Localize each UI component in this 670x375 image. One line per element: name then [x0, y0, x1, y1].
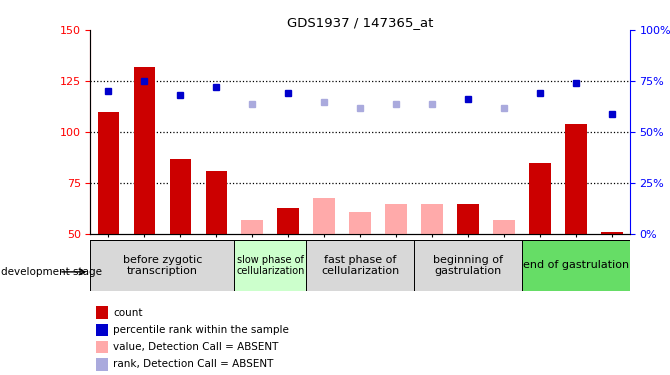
Text: before zygotic
transcription: before zygotic transcription	[123, 255, 202, 276]
Title: GDS1937 / 147365_at: GDS1937 / 147365_at	[287, 16, 433, 29]
Bar	[170, 159, 191, 234]
Bar	[206, 171, 227, 234]
Text: value, Detection Call = ABSENT: value, Detection Call = ABSENT	[113, 342, 278, 352]
Bar	[421, 204, 443, 234]
Bar	[565, 124, 587, 234]
Bar	[306, 240, 414, 291]
Text: count: count	[113, 308, 143, 318]
Bar	[96, 324, 108, 336]
Bar	[522, 240, 630, 291]
Bar	[601, 232, 622, 234]
Bar	[96, 358, 108, 370]
Bar	[457, 204, 479, 234]
Bar	[277, 208, 299, 234]
Bar	[96, 306, 108, 319]
Text: percentile rank within the sample: percentile rank within the sample	[113, 325, 289, 335]
Text: development stage: development stage	[1, 267, 103, 277]
Text: rank, Detection Call = ABSENT: rank, Detection Call = ABSENT	[113, 359, 273, 369]
Bar	[385, 204, 407, 234]
Bar	[133, 67, 155, 234]
Text: fast phase of
cellularization: fast phase of cellularization	[321, 255, 399, 276]
Bar	[493, 220, 515, 234]
Text: beginning of
gastrulation: beginning of gastrulation	[433, 255, 503, 276]
Bar	[241, 220, 263, 234]
Bar	[234, 240, 306, 291]
Bar	[414, 240, 522, 291]
Text: end of gastrulation: end of gastrulation	[523, 260, 629, 270]
Bar	[98, 112, 119, 234]
Bar	[314, 198, 335, 234]
Bar	[349, 212, 371, 234]
Bar	[96, 340, 108, 353]
Bar	[529, 163, 551, 234]
Bar	[90, 240, 234, 291]
Text: slow phase of
cellularization: slow phase of cellularization	[236, 255, 304, 276]
